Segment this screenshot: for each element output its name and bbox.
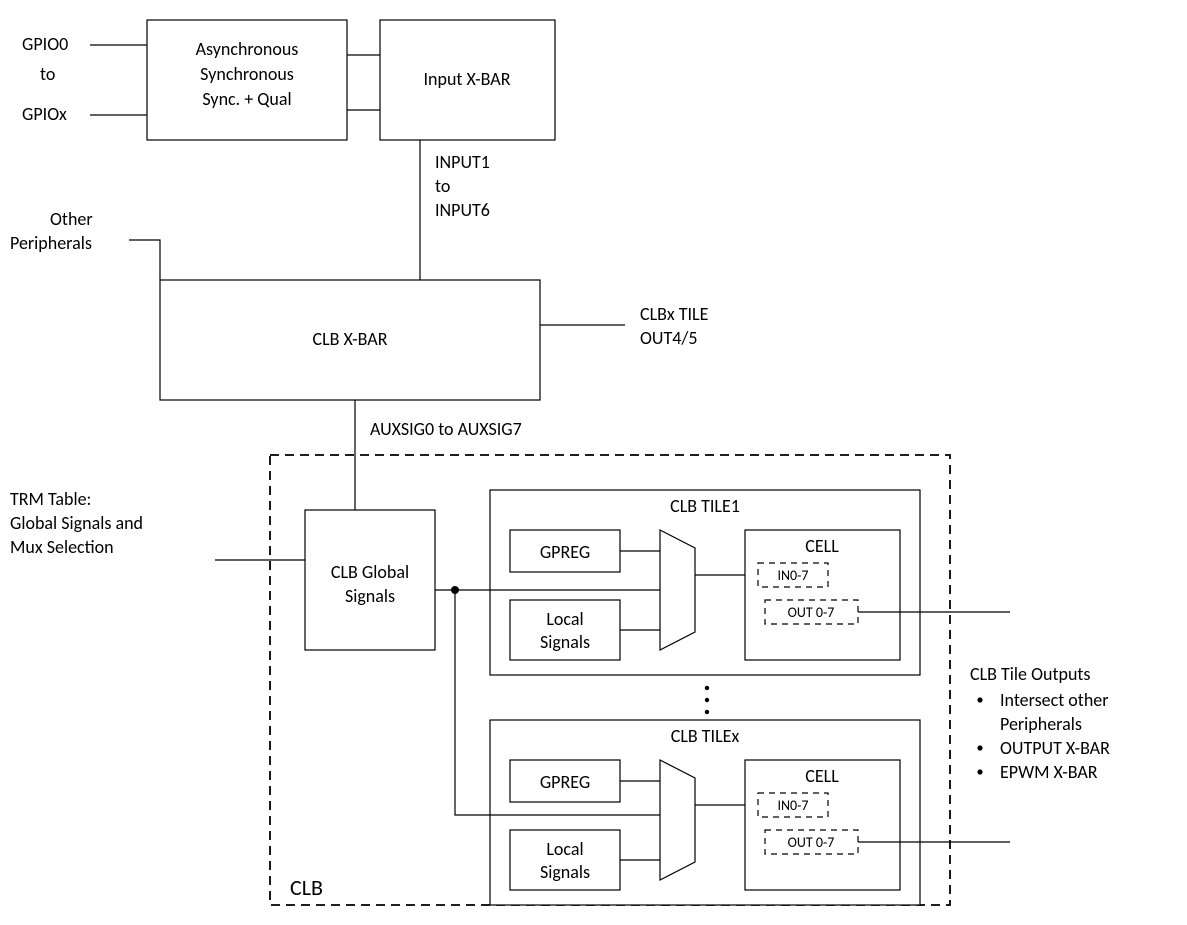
other-l2: Peripherals — [10, 232, 92, 254]
tilex-title: CLB TILEx — [671, 725, 740, 747]
local-1-l1: Local — [546, 608, 583, 630]
input-xbar-label: Input X-BAR — [424, 68, 511, 90]
bullet-3 — [977, 769, 982, 774]
wire-other-peripherals — [129, 240, 160, 280]
mux-tilex — [660, 760, 695, 880]
clb-big-label: CLB — [290, 874, 323, 901]
clb-xbar-label: CLB X-BAR — [313, 328, 388, 350]
outputs-b1b: Peripherals — [1000, 713, 1082, 735]
label-gpio-to: to — [40, 63, 55, 85]
label-gpio0: GPIO0 — [22, 33, 68, 55]
clb-global-l1: CLB Global — [331, 561, 409, 583]
ellipsis-dot-2 — [705, 698, 709, 702]
ellipsis-dot-3 — [705, 710, 709, 714]
tile1-title: CLB TILE1 — [670, 495, 740, 517]
other-l1: Other — [50, 208, 93, 230]
clbx-tile-l1: CLBx TILE — [640, 303, 709, 325]
outputs-b1: Intersect other — [1000, 689, 1109, 711]
cellx-in-label: IN0-7 — [777, 797, 808, 814]
cell1-out-label: OUT 0-7 — [788, 604, 835, 621]
local-1-l2: Signals — [540, 631, 590, 653]
cell1-in-label: IN0-7 — [777, 567, 808, 584]
cell-x-label: CELL — [805, 765, 839, 787]
async-l2: Synchronous — [200, 63, 294, 85]
outputs-b2: OUTPUT X-BAR — [1000, 737, 1110, 759]
trm-l2: Global Signals and — [10, 512, 143, 534]
trm-l1: TRM Table: — [10, 488, 91, 510]
bullet-1 — [977, 697, 982, 702]
wire-global-tilex — [455, 590, 490, 815]
cellx-out-label: OUT 0-7 — [788, 834, 835, 851]
gpreg-1-label: GPREG — [540, 541, 590, 563]
clbx-tile-l2: OUT4/5 — [640, 327, 697, 349]
local-x-l1: Local — [546, 838, 583, 860]
label-gpiox: GPIOx — [22, 103, 67, 125]
mux-tile1 — [660, 530, 695, 650]
inputsig-l3: INPUT6 — [435, 199, 490, 221]
async-l3: Sync. + Qual — [202, 88, 291, 110]
async-l1: Asynchronous — [196, 38, 299, 60]
local-x-l2: Signals — [540, 861, 590, 883]
outputs-title: CLB Tile Outputs — [970, 663, 1090, 685]
trm-l3: Mux Selection — [10, 536, 114, 558]
inputsig-l2: to — [435, 175, 450, 197]
outputs-b3: EPWM X-BAR — [1000, 761, 1098, 783]
gpreg-x-label: GPREG — [540, 771, 590, 793]
ellipsis-dot-1 — [705, 686, 709, 690]
auxsig-label: AUXSIG0 to AUXSIG7 — [370, 418, 522, 440]
cell-1-label: CELL — [805, 535, 839, 557]
inputsig-l1: INPUT1 — [435, 151, 490, 173]
clb-global-l2: Signals — [345, 585, 395, 607]
bullet-2 — [977, 745, 982, 750]
clb-block-diagram: GPIO0 to GPIOx Asynchronous Synchronous … — [0, 0, 1187, 925]
